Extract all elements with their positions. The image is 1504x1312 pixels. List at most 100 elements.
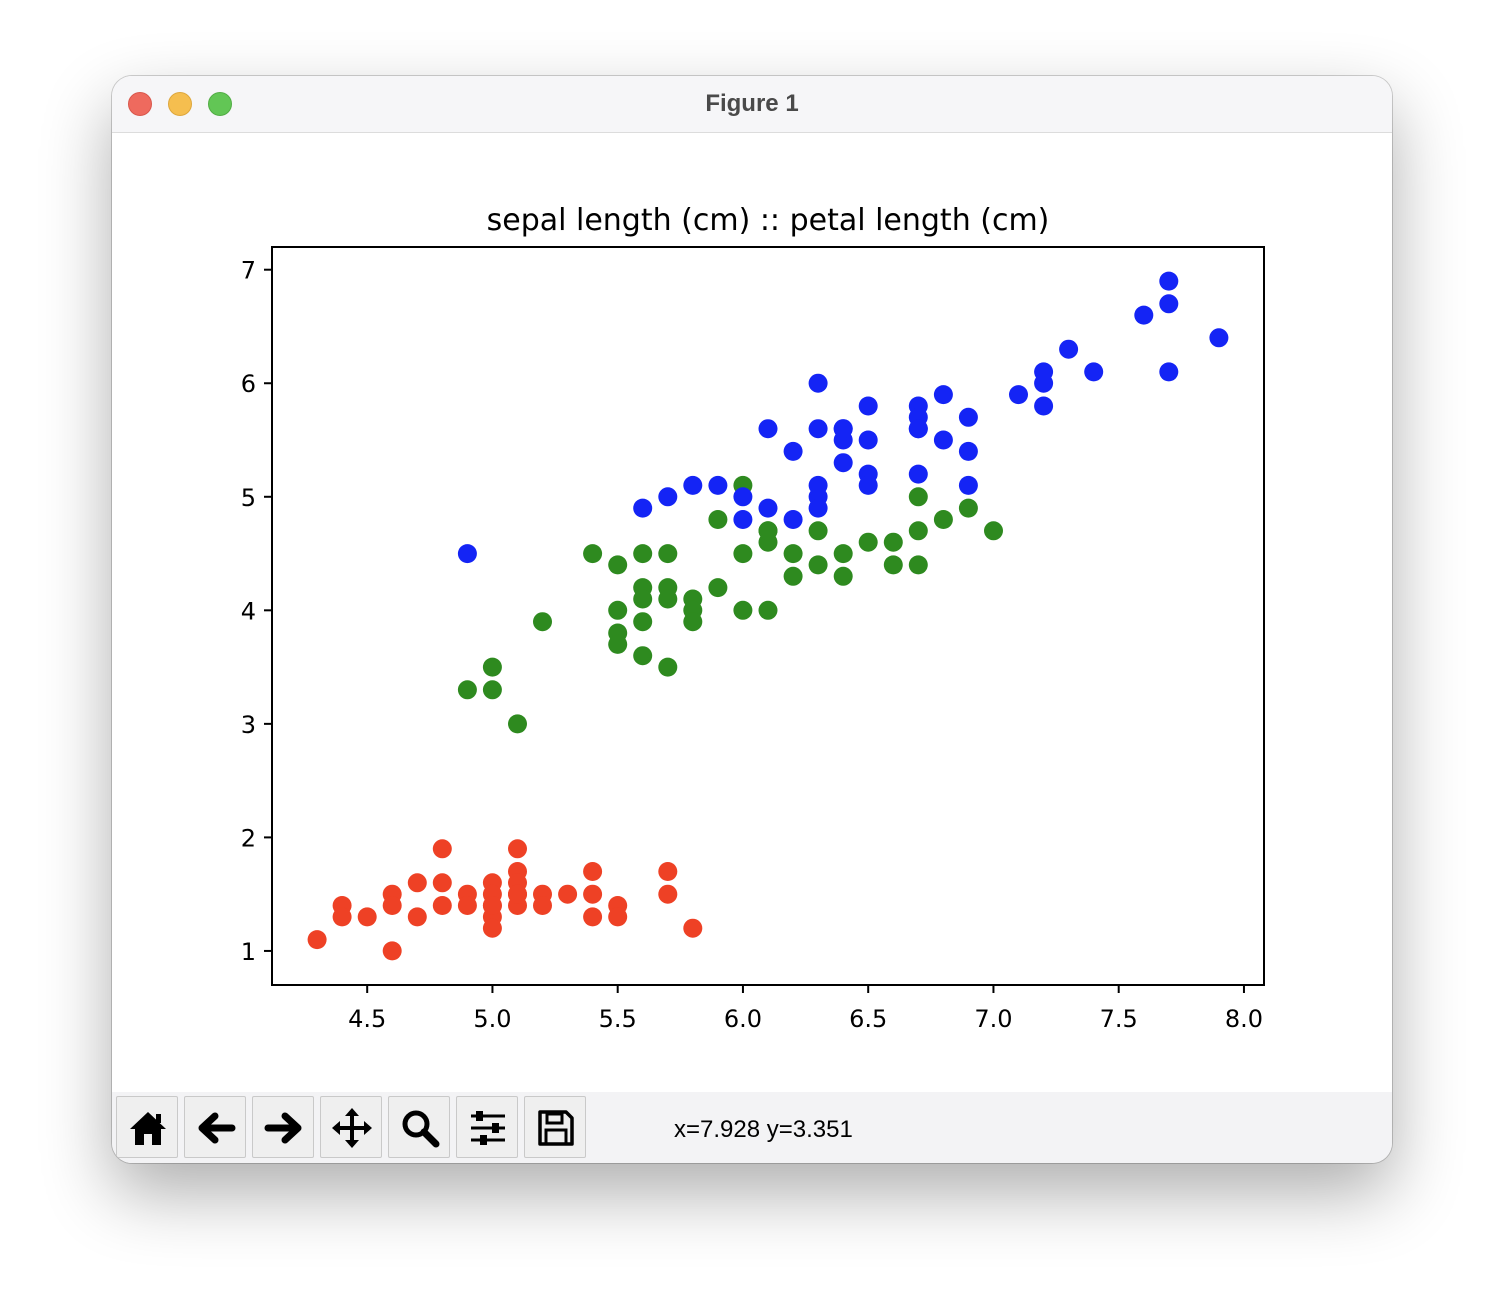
arrow-left-icon [198, 1112, 236, 1144]
y-axis: 1 2 3 4 5 6 7 [241, 257, 272, 966]
data-point-series-2 [758, 600, 778, 620]
data-point-series-1 [583, 907, 603, 927]
data-point-series-1 [407, 907, 427, 927]
data-points [307, 271, 1229, 961]
data-point-series-3 [933, 385, 953, 405]
data-point-series-3 [708, 475, 728, 495]
data-point-series-1 [332, 907, 352, 927]
data-point-series-1 [382, 896, 402, 915]
chart-title: sepal length (cm) :: petal length (cm) [487, 203, 1050, 238]
data-point-series-1 [508, 839, 527, 859]
data-point-series-3 [733, 487, 753, 507]
data-point-series-2 [733, 600, 753, 620]
data-point-series-1 [482, 896, 502, 915]
data-point-series-2 [658, 589, 678, 609]
data-point-series-2 [633, 646, 653, 666]
data-point-series-1 [432, 896, 452, 915]
data-point-series-3 [758, 419, 778, 439]
data-point-series-3 [1034, 373, 1054, 393]
floppy-disk-icon [538, 1110, 574, 1146]
data-point-series-2 [808, 521, 828, 541]
data-point-series-2 [508, 714, 527, 734]
data-point-series-1 [508, 884, 527, 904]
configure-subplots-button[interactable] [456, 1096, 518, 1158]
maximize-window-button[interactable] [208, 92, 232, 116]
data-point-series-2 [833, 544, 853, 564]
data-point-series-1 [482, 918, 502, 938]
data-point-series-3 [758, 498, 778, 518]
figure-window: Figure 1 sepal length (cm) :: petal leng… [112, 76, 1392, 1163]
data-point-series-3 [858, 475, 878, 495]
close-window-button[interactable] [128, 92, 152, 116]
data-point-series-3 [958, 441, 978, 461]
data-point-series-2 [833, 566, 853, 586]
y-tick-label: 5 [241, 484, 256, 512]
data-point-series-3 [1009, 385, 1028, 405]
zoom-button[interactable] [388, 1096, 450, 1158]
navigation-toolbar [112, 1092, 1392, 1163]
data-point-series-2 [658, 544, 678, 564]
y-tick-label: 7 [241, 257, 256, 285]
data-point-series-1 [658, 862, 678, 881]
data-point-series-2 [883, 532, 903, 552]
forward-button[interactable] [252, 1096, 314, 1158]
data-point-series-2 [808, 555, 828, 575]
data-point-series-1 [583, 884, 603, 904]
data-point-series-3 [783, 510, 803, 529]
title-bar: Figure 1 [112, 76, 1392, 133]
data-point-series-3 [958, 475, 978, 495]
data-point-series-2 [683, 612, 703, 632]
scatter-chart[interactable]: sepal length (cm) :: petal length (cm) 4… [112, 132, 1392, 1092]
home-button[interactable] [116, 1096, 178, 1158]
data-point-series-2 [583, 544, 603, 564]
data-point-series-3 [808, 419, 828, 439]
data-point-series-3 [808, 498, 828, 518]
data-point-series-2 [883, 555, 903, 575]
save-button[interactable] [524, 1096, 586, 1158]
y-tick-label: 1 [241, 938, 256, 966]
data-point-series-3 [1159, 362, 1179, 382]
data-point-series-2 [608, 555, 628, 575]
data-point-series-2 [633, 589, 653, 609]
pan-button[interactable] [320, 1096, 382, 1158]
data-point-series-1 [457, 896, 477, 915]
data-point-series-2 [633, 612, 653, 632]
data-point-series-3 [933, 430, 953, 450]
minimize-window-button[interactable] [168, 92, 192, 116]
data-point-series-3 [1159, 294, 1179, 314]
cursor-coordinates: x=7.928 y=3.351 [674, 1116, 853, 1143]
y-tick-label: 3 [241, 711, 256, 739]
data-point-series-3 [658, 487, 678, 507]
data-point-series-2 [908, 555, 928, 575]
data-point-series-2 [457, 680, 477, 700]
data-point-series-2 [958, 498, 978, 518]
move-icon [332, 1108, 372, 1148]
data-point-series-3 [1034, 396, 1054, 416]
data-point-series-2 [783, 544, 803, 564]
arrow-right-icon [264, 1112, 302, 1144]
x-tick-label: 6.5 [849, 1005, 887, 1033]
data-point-series-3 [783, 441, 803, 461]
data-point-series-2 [984, 521, 1003, 541]
sliders-icon [471, 1111, 505, 1145]
data-point-series-2 [658, 657, 678, 677]
home-icon [130, 1112, 166, 1145]
data-point-series-3 [908, 419, 928, 439]
data-point-series-3 [958, 407, 978, 427]
data-point-series-2 [908, 521, 928, 541]
data-point-series-2 [708, 578, 728, 598]
data-point-series-3 [808, 373, 828, 393]
data-point-series-3 [1084, 362, 1104, 382]
data-point-series-3 [683, 475, 703, 495]
data-point-series-3 [1134, 305, 1154, 325]
data-point-series-1 [432, 873, 452, 893]
x-tick-label: 7.0 [974, 1005, 1012, 1033]
data-point-series-2 [533, 612, 552, 632]
x-tick-label: 5.0 [473, 1005, 511, 1033]
data-point-series-3 [858, 430, 878, 450]
data-point-series-1 [558, 884, 578, 904]
data-point-series-2 [858, 532, 878, 552]
back-button[interactable] [184, 1096, 246, 1158]
data-point-series-1 [608, 907, 628, 927]
data-point-series-1 [533, 896, 552, 915]
